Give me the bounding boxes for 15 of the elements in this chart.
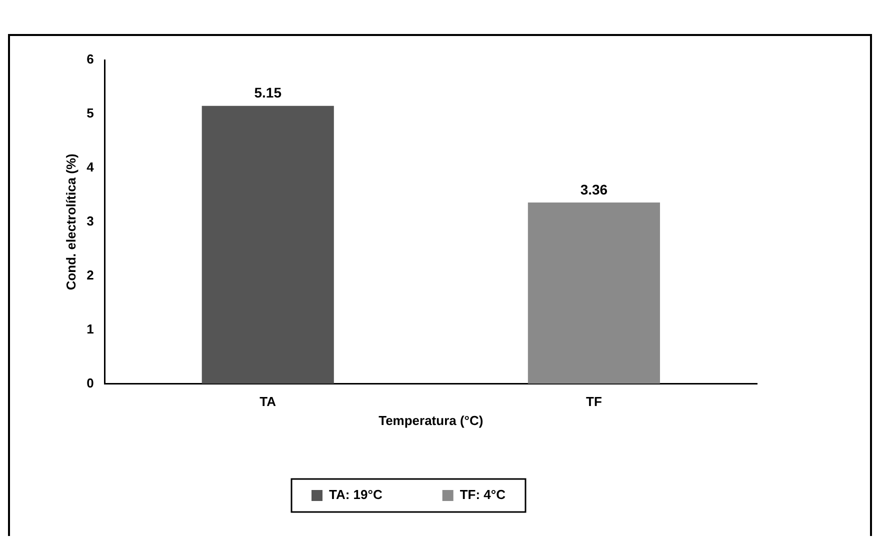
data-label: 5.15 xyxy=(254,84,282,101)
x-axis-title: Temperatura (°C) xyxy=(378,412,484,428)
y-tick-label: 5 xyxy=(86,106,94,121)
y-tick-label: 3 xyxy=(86,213,94,228)
data-label: 3.36 xyxy=(580,181,608,198)
x-tick-label: TA xyxy=(260,394,277,410)
y-tick-label: 4 xyxy=(86,160,95,175)
x-tick-label: TF xyxy=(586,394,602,410)
y-tick-label: 6 xyxy=(86,52,94,67)
y-tick-label: 1 xyxy=(86,321,94,336)
y-tick-label: 2 xyxy=(86,267,94,282)
y-tick-label: 0 xyxy=(86,375,94,390)
y-axis-title: Cond. electrolítica (%) xyxy=(63,154,78,290)
legend-label: TF: 4°C xyxy=(460,487,506,502)
legend-label: TA: 19°C xyxy=(329,487,383,502)
